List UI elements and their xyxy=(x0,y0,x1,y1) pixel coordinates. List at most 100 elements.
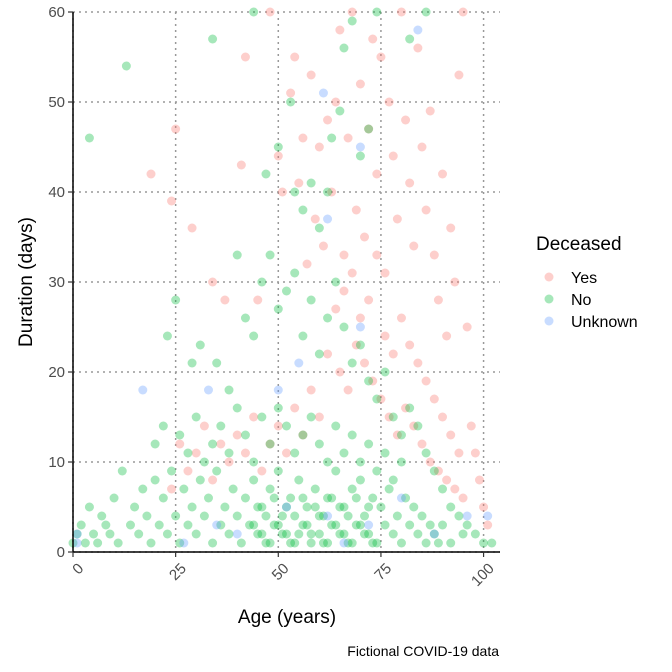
data-point xyxy=(158,493,168,503)
data-point xyxy=(257,277,267,287)
data-point xyxy=(175,538,185,548)
data-point xyxy=(396,538,406,548)
data-point xyxy=(364,124,374,134)
data-point xyxy=(249,412,259,422)
data-point xyxy=(232,430,242,440)
data-point xyxy=(76,520,86,530)
x-tick-label: 0 xyxy=(69,560,87,578)
data-point xyxy=(347,538,357,548)
data-point xyxy=(121,61,131,71)
data-point xyxy=(376,502,386,512)
data-point xyxy=(216,439,226,449)
data-point xyxy=(376,52,386,62)
data-point xyxy=(396,457,406,467)
data-point xyxy=(339,448,349,458)
data-point xyxy=(298,430,308,440)
data-point xyxy=(479,538,489,548)
data-point xyxy=(364,502,374,512)
data-point xyxy=(380,331,390,341)
data-point xyxy=(183,466,193,476)
data-point xyxy=(286,493,296,503)
data-point xyxy=(220,295,230,305)
data-point xyxy=(183,448,193,458)
data-point xyxy=(376,394,386,404)
data-point xyxy=(355,457,365,467)
data-point xyxy=(413,25,423,35)
data-point xyxy=(360,529,370,539)
data-point xyxy=(331,520,341,530)
data-point xyxy=(368,376,378,386)
data-point xyxy=(331,304,341,314)
data-point xyxy=(454,511,464,521)
data-point xyxy=(245,520,255,530)
data-point xyxy=(396,7,406,17)
data-point xyxy=(454,448,464,458)
data-point xyxy=(282,448,291,458)
data-point xyxy=(117,466,127,476)
data-point xyxy=(286,97,296,107)
data-point xyxy=(290,448,300,458)
data-point xyxy=(208,475,218,485)
data-point xyxy=(372,7,382,17)
x-tick-label: 50 xyxy=(269,560,293,584)
data-point xyxy=(179,538,189,548)
data-point xyxy=(425,520,435,530)
data-point xyxy=(199,457,209,467)
y-tick-label: 0 xyxy=(57,544,65,561)
data-point xyxy=(429,466,439,476)
data-point xyxy=(261,511,271,521)
data-point xyxy=(138,484,148,494)
data-point xyxy=(392,214,402,224)
data-point xyxy=(84,502,94,512)
data-point xyxy=(183,520,193,530)
y-axis-title: Duration (days) xyxy=(16,217,37,347)
data-point xyxy=(240,430,250,440)
data-point xyxy=(339,286,349,296)
data-point xyxy=(195,340,205,350)
data-point xyxy=(364,439,374,449)
data-point xyxy=(331,277,341,287)
data-point xyxy=(228,484,238,494)
data-point xyxy=(294,358,304,368)
data-point xyxy=(290,403,300,413)
data-point xyxy=(483,511,493,521)
data-point xyxy=(265,538,275,548)
data-point xyxy=(450,484,460,494)
data-point xyxy=(323,115,333,125)
data-point xyxy=(347,484,357,494)
data-point xyxy=(318,241,328,251)
data-point xyxy=(80,538,90,548)
data-point xyxy=(282,502,291,512)
data-point xyxy=(224,448,234,458)
data-point xyxy=(343,385,353,395)
data-point xyxy=(454,70,464,80)
data-point xyxy=(355,475,365,485)
grid xyxy=(72,11,500,553)
data-point xyxy=(396,493,406,503)
data-point xyxy=(167,196,177,206)
data-point xyxy=(323,214,333,224)
data-point xyxy=(351,493,361,503)
data-point xyxy=(438,169,448,179)
data-point xyxy=(93,538,103,548)
data-point xyxy=(458,7,468,17)
data-point xyxy=(335,502,345,512)
data-point xyxy=(421,205,431,215)
data-point xyxy=(130,502,140,512)
data-point xyxy=(298,430,308,440)
data-point xyxy=(261,538,271,548)
data-point xyxy=(372,394,382,404)
data-point xyxy=(360,511,370,521)
data-point xyxy=(167,466,177,476)
data-point xyxy=(216,520,226,530)
data-point xyxy=(232,250,242,260)
data-point xyxy=(282,529,291,539)
caption: Fictional COVID-19 data xyxy=(347,643,499,659)
data-point xyxy=(446,538,456,548)
data-point xyxy=(72,529,82,539)
data-point xyxy=(306,529,316,539)
data-point xyxy=(339,250,349,260)
data-point xyxy=(195,475,205,485)
data-point xyxy=(438,484,448,494)
data-point xyxy=(125,520,135,530)
